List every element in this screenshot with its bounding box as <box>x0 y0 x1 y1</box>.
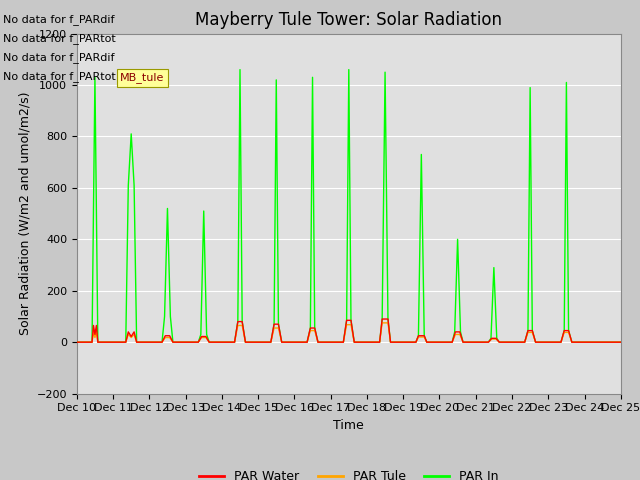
Title: Mayberry Tule Tower: Solar Radiation: Mayberry Tule Tower: Solar Radiation <box>195 11 502 29</box>
Text: No data for f_PARtot: No data for f_PARtot <box>3 71 116 82</box>
Text: No data for f_PARdif: No data for f_PARdif <box>3 13 115 24</box>
Y-axis label: Solar Radiation (W/m2 and umol/m2/s): Solar Radiation (W/m2 and umol/m2/s) <box>18 92 31 336</box>
X-axis label: Time: Time <box>333 419 364 432</box>
Legend: PAR Water, PAR Tule, PAR In: PAR Water, PAR Tule, PAR In <box>194 465 504 480</box>
Text: No data for f_PARtot: No data for f_PARtot <box>3 33 116 44</box>
Text: MB_tule: MB_tule <box>120 72 164 84</box>
Text: No data for f_PARdif: No data for f_PARdif <box>3 52 115 63</box>
